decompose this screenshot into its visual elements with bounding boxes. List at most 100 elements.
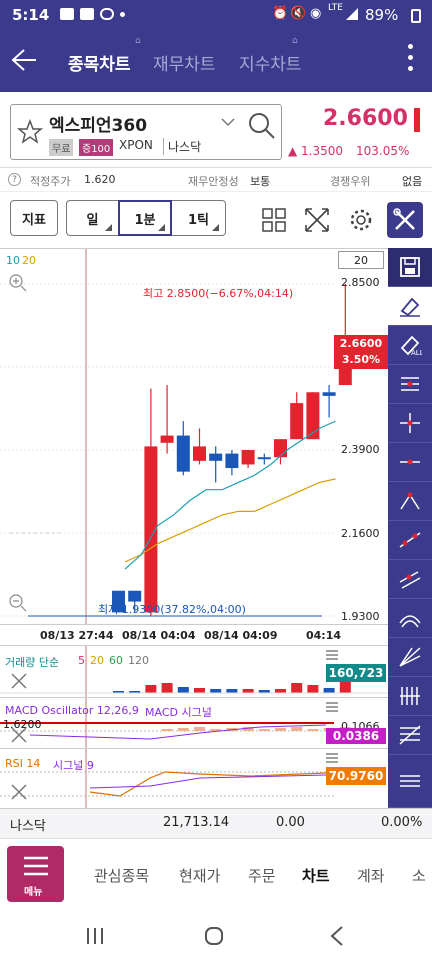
layout-grid-icon[interactable] bbox=[262, 208, 286, 232]
candle-body bbox=[290, 403, 304, 440]
macd-histogram-bar bbox=[210, 729, 222, 731]
close-pane-icon[interactable] bbox=[10, 783, 28, 801]
candle-body bbox=[274, 439, 287, 458]
chat-icon bbox=[100, 8, 114, 20]
y-tick: 1.9300 bbox=[341, 610, 380, 623]
trend-line-tool[interactable] bbox=[388, 521, 432, 560]
settings-gear-icon[interactable] bbox=[348, 207, 374, 233]
fan-tool[interactable] bbox=[388, 638, 432, 677]
cycle-line-tool[interactable] bbox=[388, 677, 432, 716]
indicator-button[interactable]: 지표 bbox=[10, 200, 58, 236]
low-price-label: 최저 1.9300(37.82%,04:00) bbox=[98, 603, 246, 616]
more-tools-icon bbox=[400, 775, 420, 787]
stability-value: 보통 bbox=[250, 175, 271, 188]
macd-histogram-bar bbox=[177, 728, 189, 731]
candle-body bbox=[322, 392, 336, 396]
volume-pane[interactable]: 거래량 단순 5 20 60 120 160,723 bbox=[0, 646, 388, 696]
rsi-label: RSI 14 bbox=[5, 757, 41, 770]
info-row: ? 적정주가 1.620 재무안정성 보통 경쟁우위 없음 bbox=[0, 168, 432, 192]
eraser-tool[interactable] bbox=[388, 287, 432, 326]
wifi-icon: ◉ bbox=[310, 6, 322, 21]
ma10-label: 10 bbox=[6, 254, 20, 267]
index-change-percent: 0.00% bbox=[381, 815, 423, 830]
price-tag-percent: 3.50% bbox=[341, 353, 381, 366]
battery-percent: 89% bbox=[365, 6, 399, 24]
fibonacci-tool[interactable] bbox=[388, 365, 432, 404]
fair-price-value: 1.620 bbox=[84, 173, 116, 186]
lock-icon: ⌂ bbox=[135, 36, 141, 46]
rsi-pane[interactable]: RSI 14 시그널 9 70.9760 bbox=[0, 748, 388, 806]
close-pane-icon[interactable] bbox=[10, 726, 28, 744]
macd-signal-label: MACD 시그널 bbox=[145, 706, 212, 719]
menu-lines-icon[interactable] bbox=[326, 753, 338, 763]
help-icon[interactable]: ? bbox=[8, 173, 21, 186]
favorite-star-icon[interactable] bbox=[17, 119, 43, 145]
nav-account[interactable]: 계좌 bbox=[357, 867, 385, 885]
back-button-icon[interactable] bbox=[330, 926, 344, 946]
hamburger-icon bbox=[24, 856, 48, 876]
period-day-button[interactable]: 일 bbox=[66, 200, 118, 236]
horizontal-line-tool[interactable] bbox=[388, 443, 432, 482]
period-tick-button[interactable]: 1틱 bbox=[172, 200, 226, 236]
macd-histogram-bar bbox=[194, 727, 205, 731]
free-badge: 무료 bbox=[49, 139, 74, 156]
angle-line-icon bbox=[400, 492, 420, 510]
current-price-tag: 2.6600 3.50% bbox=[334, 335, 388, 369]
period-minute-button[interactable]: 1분 bbox=[118, 200, 172, 236]
fullscreen-icon[interactable] bbox=[304, 207, 330, 233]
macd-histogram-bar bbox=[258, 729, 270, 731]
search-icon[interactable] bbox=[247, 111, 277, 141]
eraser-all-tool[interactable]: ALL bbox=[388, 326, 432, 365]
close-pane-icon[interactable] bbox=[10, 672, 28, 690]
crosshair-tool[interactable] bbox=[388, 404, 432, 443]
x-tick: 08/14 04:09 bbox=[204, 629, 278, 642]
recent-apps-icon[interactable] bbox=[86, 927, 104, 945]
arc-tool[interactable] bbox=[388, 599, 432, 638]
candle-body bbox=[257, 457, 271, 460]
period-minute-label: 1분 bbox=[134, 212, 156, 228]
save-tool[interactable] bbox=[388, 248, 432, 287]
current-price: 2.6600 bbox=[323, 106, 408, 131]
tab-finance-chart[interactable]: 재무차트 bbox=[153, 55, 216, 75]
chart-toolbar: 지표 일 1분 1틱 bbox=[0, 192, 432, 248]
crosshair-icon bbox=[400, 413, 420, 433]
zoom-in-icon[interactable] bbox=[8, 273, 28, 293]
rsi-signal-label: 시그널 9 bbox=[53, 759, 94, 772]
tab-stock-chart[interactable]: 종목차트 bbox=[68, 55, 131, 75]
volume-bar bbox=[258, 690, 270, 693]
more-tools[interactable] bbox=[388, 755, 432, 808]
gann-tool[interactable] bbox=[388, 716, 432, 755]
nav-order[interactable]: 주문 bbox=[248, 867, 276, 885]
back-arrow-icon[interactable] bbox=[10, 48, 38, 72]
system-navigation bbox=[0, 908, 432, 963]
drawing-tools-button[interactable] bbox=[387, 202, 423, 238]
tab-index-chart[interactable]: 지수차트 bbox=[239, 55, 302, 75]
menu-button[interactable]: 메뉴 bbox=[7, 846, 64, 902]
zoom-out-icon[interactable] bbox=[8, 593, 28, 613]
volume-bar bbox=[210, 689, 222, 693]
x-tick: 08/13 27:44 bbox=[40, 629, 114, 642]
nav-current-price[interactable]: 현재가 bbox=[179, 867, 221, 885]
home-button-icon[interactable] bbox=[204, 926, 224, 946]
chart-area[interactable]: 10 20 20 최고 2.8500(−6.67%,04:14) 최저 1.93… bbox=[0, 248, 388, 809]
volume-bar bbox=[177, 687, 189, 693]
index-summary-bar[interactable]: 나스닥 21,713.14 0.00 0.00% bbox=[0, 808, 432, 838]
macd-pane[interactable]: MACD Oscillator 12,26,9 MACD 시그널 1.6200 … bbox=[0, 697, 388, 747]
more-menu-icon[interactable] bbox=[408, 44, 414, 74]
price-change-percent: 103.05% bbox=[356, 144, 410, 158]
menu-lines-icon[interactable] bbox=[326, 650, 338, 660]
nav-watchlist[interactable]: 관심종목 bbox=[94, 867, 150, 885]
rsi-line bbox=[89, 771, 327, 797]
vertical-line-tool[interactable] bbox=[388, 482, 432, 521]
menu-lines-icon[interactable] bbox=[326, 702, 338, 712]
nav-chart[interactable]: 차트 bbox=[302, 867, 330, 885]
price-chart[interactable] bbox=[0, 249, 388, 809]
channel-tool[interactable] bbox=[388, 560, 432, 599]
nav-more[interactable]: 소 bbox=[412, 867, 426, 885]
volume-bar bbox=[323, 688, 335, 693]
candle-count-box[interactable]: 20 bbox=[338, 251, 384, 269]
svg-text:ALL: ALL bbox=[411, 349, 422, 356]
stock-search-box[interactable]: 엑스피언360 무료 증100 XPON 나스닥 bbox=[10, 104, 282, 160]
index-value: 21,713.14 bbox=[163, 815, 230, 830]
chevron-down-icon[interactable] bbox=[221, 117, 235, 127]
